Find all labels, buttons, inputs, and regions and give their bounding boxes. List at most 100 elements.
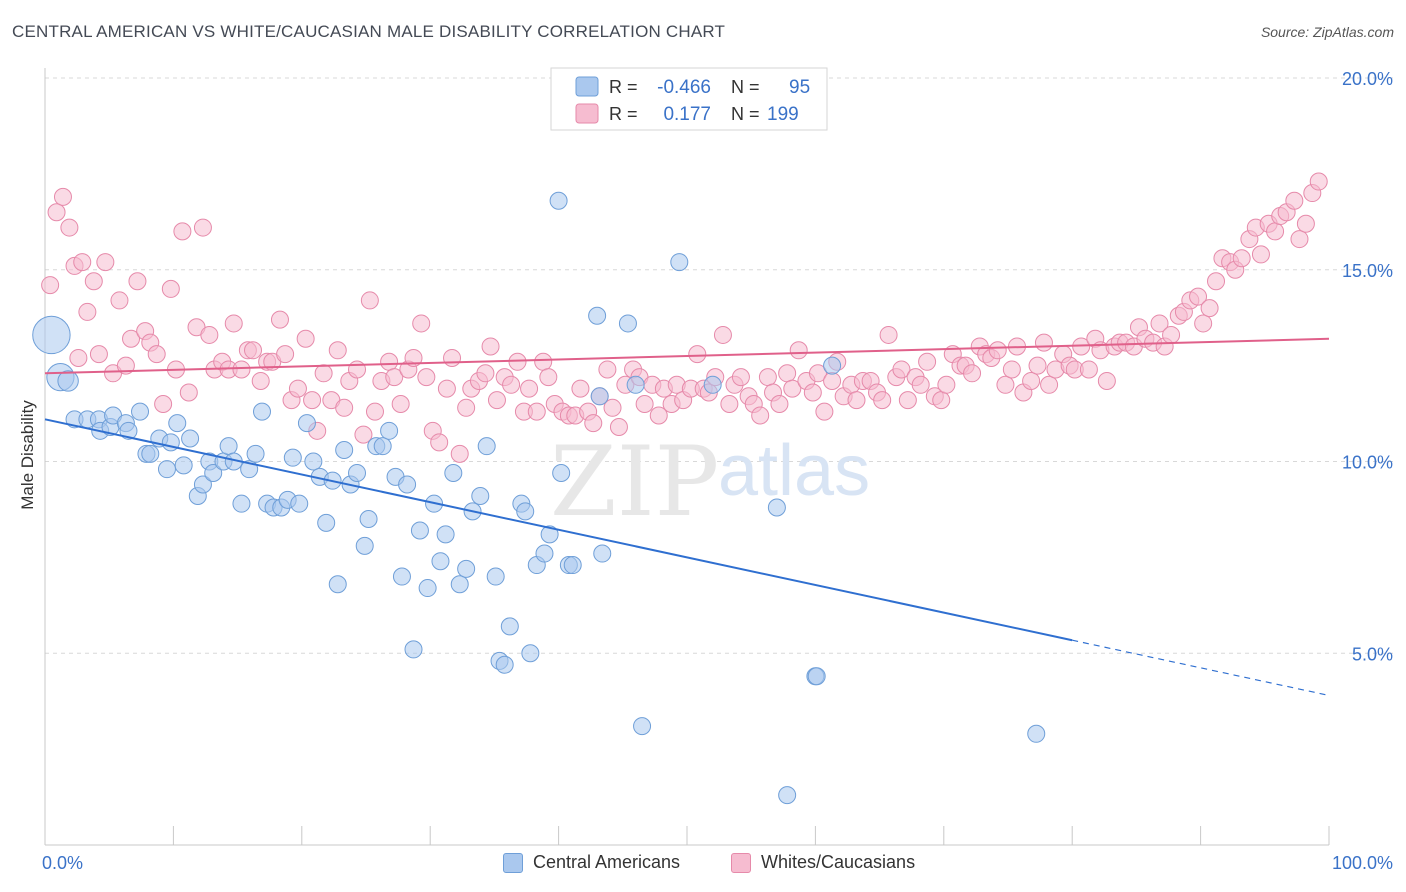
pink-point: [232, 360, 251, 379]
blue-point: [563, 556, 582, 575]
pink-point: [41, 276, 60, 295]
blue-point: [633, 717, 652, 736]
blue-point: [431, 552, 450, 571]
blue-point: [219, 437, 238, 456]
pink-point: [911, 375, 930, 394]
pink-point: [1285, 191, 1304, 210]
blue-trend-line: [44, 418, 1073, 642]
pink-point: [481, 337, 500, 356]
pink-point: [879, 325, 898, 344]
pink-point: [1207, 272, 1226, 291]
pink-point: [110, 291, 129, 310]
pink-point: [1079, 360, 1098, 379]
pink-point: [502, 375, 521, 394]
blue-point: [521, 644, 540, 663]
blue-point: [418, 579, 437, 598]
x-tick-label-max: 100.0%: [1332, 853, 1393, 873]
x-tick-label-min: 0.0%: [42, 853, 83, 873]
y-axis-label: Male Disability: [18, 400, 37, 510]
y-tick-label: 5.0%: [1352, 644, 1393, 664]
blue-point: [626, 375, 645, 394]
pink-point: [539, 368, 558, 387]
pink-point: [571, 379, 590, 398]
pink-point: [200, 325, 219, 344]
legend-item-central-americans: Central Americans: [503, 852, 680, 873]
legend-top-n-value-1: 95: [789, 77, 810, 98]
pink-point: [96, 253, 115, 272]
legend-item-whites: Whites/Caucasians: [731, 852, 915, 873]
pink-point: [296, 329, 315, 348]
pink-point: [527, 402, 546, 421]
blue-point: [404, 640, 423, 659]
watermark-atlas: atlas: [718, 431, 870, 511]
pink-point: [487, 391, 506, 410]
blue-point: [131, 402, 150, 421]
pink-point: [1034, 333, 1053, 352]
blue-point: [232, 494, 251, 513]
y-tick-label: 10.0%: [1342, 453, 1393, 473]
y-tick-labels: 5.0% 10.0% 15.0% 20.0%: [1342, 69, 1393, 664]
blue-point: [457, 559, 476, 578]
pink-point: [173, 222, 192, 241]
pink-point: [1290, 230, 1309, 249]
blue-point: [283, 448, 302, 467]
pink-point: [1194, 314, 1213, 333]
pink-point: [1251, 245, 1270, 264]
blue-point: [807, 667, 826, 686]
pink-point: [988, 341, 1007, 360]
blue-point: [552, 464, 571, 483]
pink-point: [937, 375, 956, 394]
pink-point: [508, 352, 527, 371]
pink-point: [437, 379, 456, 398]
legend-top-n-label-1: N =: [731, 77, 760, 97]
pink-point: [391, 394, 410, 413]
y-tick-label: 20.0%: [1342, 69, 1393, 89]
blue-point: [593, 544, 612, 563]
blue-point: [486, 567, 505, 586]
pink-point: [603, 398, 622, 417]
pink-point: [720, 394, 739, 413]
blue-point: [398, 475, 417, 494]
pink-point: [520, 379, 539, 398]
pink-point: [713, 325, 732, 344]
pink-point: [73, 253, 92, 272]
legend-top-r-value-1: -0.466: [657, 77, 711, 98]
blue-point: [1027, 724, 1046, 743]
pink-point: [450, 444, 469, 463]
pink-point: [598, 360, 617, 379]
pink-point: [688, 345, 707, 364]
pink-point: [270, 310, 289, 329]
blue-point: [32, 315, 71, 355]
blue-point: [540, 525, 559, 544]
pink-point: [815, 402, 834, 421]
blue-point: [359, 510, 378, 529]
legend-top-swatch-pink: [575, 103, 599, 124]
blue-point: [119, 421, 138, 440]
pink-point: [128, 272, 147, 291]
pink-point: [1002, 360, 1021, 379]
pink-point: [147, 345, 166, 364]
blue-trend-extension: [1072, 639, 1330, 697]
pink-point: [635, 394, 654, 413]
blue-point: [355, 536, 374, 555]
pink-point: [609, 417, 628, 436]
blue-point: [290, 494, 309, 513]
pink-point: [1309, 172, 1328, 191]
pink-point: [898, 391, 917, 410]
pink-point: [1232, 249, 1251, 268]
pink-point: [380, 352, 399, 371]
pink-point: [963, 364, 982, 383]
chart-title: CENTRAL AMERICAN VS WHITE/CAUCASIAN MALE…: [12, 22, 726, 41]
pink-point: [847, 391, 866, 410]
pink-point: [161, 279, 180, 298]
blue-series-points: [32, 191, 1046, 805]
blue-point: [410, 521, 429, 540]
blue-point: [141, 444, 160, 463]
blue-point: [778, 786, 797, 805]
legend-top-r-label-2: R =: [609, 104, 638, 124]
blue-point: [392, 567, 411, 586]
pink-point: [365, 402, 384, 421]
watermark-zip: ZIP: [550, 426, 719, 538]
blue-point: [252, 402, 271, 421]
pink-point: [354, 425, 373, 444]
